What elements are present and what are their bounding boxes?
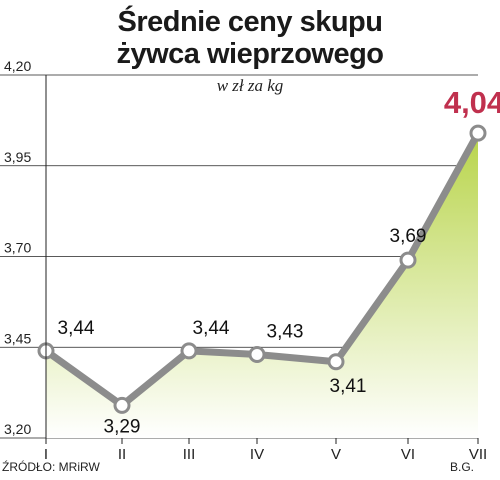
data-labels: 3,44 3,29 3,44 3,43 3,41 3,69 4,04 — [58, 85, 500, 437]
data-point — [469, 124, 487, 142]
x-tick-label: III — [183, 446, 196, 463]
x-tick-label: V — [331, 446, 341, 463]
chart-title: Średnie ceny skupu żywca wieprzowego — [0, 6, 500, 70]
x-tick-label: II — [118, 446, 126, 463]
x-tick-label: VII — [469, 446, 487, 463]
source-note: ŹRÓDŁO: MRiRW — [2, 460, 100, 474]
data-point — [180, 342, 198, 360]
x-tick-label: IV — [250, 446, 264, 463]
data-point — [113, 396, 131, 414]
unit-label: w zł za kg — [217, 76, 284, 95]
data-label: 3,43 — [267, 322, 304, 343]
area-fill — [46, 133, 478, 438]
y-tick-label: 3,45 — [4, 330, 31, 346]
data-label: 3,44 — [193, 318, 230, 339]
data-point — [327, 353, 345, 371]
chart-title-line-1: Średnie ceny skupu — [117, 6, 384, 38]
y-tick-label: 3,70 — [4, 240, 31, 256]
data-point — [248, 346, 266, 364]
data-label: 3,41 — [330, 376, 367, 397]
series-line — [37, 124, 487, 414]
y-tick-label: 3,95 — [4, 149, 31, 165]
data-label: 3,69 — [390, 226, 427, 247]
data-label: 3,29 — [104, 416, 141, 437]
y-tick-label: 3,20 — [4, 421, 31, 437]
data-point — [399, 251, 417, 269]
y-tick-label: 4,20 — [4, 58, 31, 74]
author-credit: B.G. — [449, 460, 474, 474]
area-path — [46, 133, 478, 438]
axes: 4,203,953,703,453,20I II III IV V VI VII — [4, 58, 487, 463]
x-tick-label: I — [44, 446, 48, 463]
data-label: 4,04 — [444, 85, 500, 120]
x-tick-label: VI — [401, 446, 415, 463]
chart-title-line-2: żywca wieprzowego — [116, 38, 384, 70]
data-label: 3,44 — [58, 318, 95, 339]
